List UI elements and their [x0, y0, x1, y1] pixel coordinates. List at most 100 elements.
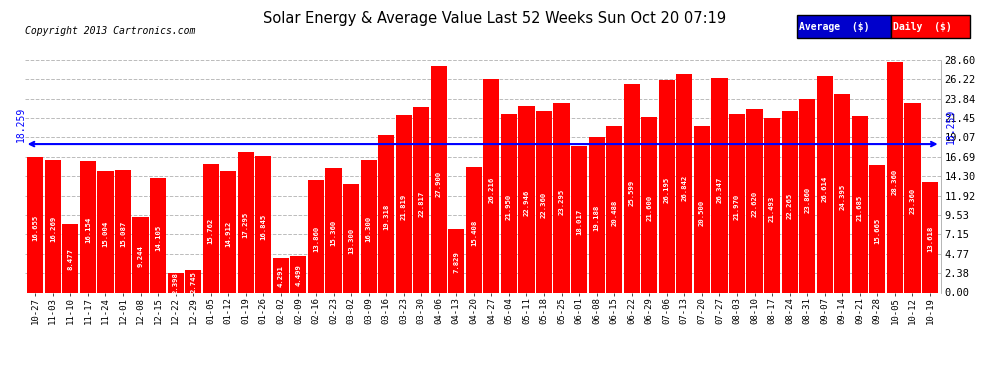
Text: 21.493: 21.493	[769, 195, 775, 222]
Bar	[203, 164, 219, 292]
Bar	[326, 168, 342, 292]
Bar	[729, 114, 745, 292]
Text: 14.912: 14.912	[226, 221, 232, 248]
Text: Solar Energy & Average Value Last 52 Weeks Sun Oct 20 07:19: Solar Energy & Average Value Last 52 Wee…	[263, 11, 727, 26]
Bar	[448, 229, 464, 292]
Bar	[851, 116, 868, 292]
Bar	[658, 80, 675, 292]
Bar	[255, 156, 271, 292]
Text: 26.195: 26.195	[664, 177, 670, 203]
Text: 20.500: 20.500	[699, 200, 705, 226]
Bar	[642, 117, 657, 292]
Bar	[606, 126, 623, 292]
Text: 16.154: 16.154	[85, 216, 91, 243]
Text: 19.188: 19.188	[594, 204, 600, 231]
Text: 7.829: 7.829	[453, 251, 459, 273]
Text: 4.499: 4.499	[295, 264, 301, 286]
Text: 15.087: 15.087	[120, 220, 126, 247]
Bar	[167, 273, 184, 292]
Text: 21.600: 21.600	[646, 195, 652, 221]
Text: 15.408: 15.408	[471, 219, 477, 246]
Text: 22.620: 22.620	[751, 191, 757, 217]
Text: 21.950: 21.950	[506, 194, 512, 220]
Text: 8.477: 8.477	[67, 249, 73, 270]
Bar	[360, 160, 376, 292]
Bar	[624, 84, 640, 292]
Text: 15.762: 15.762	[208, 218, 214, 244]
Bar	[835, 94, 850, 292]
Bar	[396, 115, 412, 292]
Bar	[483, 80, 500, 292]
Text: 24.395: 24.395	[840, 184, 845, 210]
Bar	[290, 256, 307, 292]
Text: 15.004: 15.004	[102, 221, 109, 247]
Bar	[238, 152, 253, 292]
Text: 18.017: 18.017	[576, 209, 582, 236]
Text: 13.300: 13.300	[348, 228, 354, 254]
Text: Copyright 2013 Cartronics.com: Copyright 2013 Cartronics.com	[25, 26, 195, 36]
Text: 27.900: 27.900	[436, 171, 442, 197]
Bar	[150, 178, 166, 292]
Text: 15.665: 15.665	[874, 218, 880, 244]
Bar	[571, 146, 587, 292]
Text: 28.360: 28.360	[892, 169, 898, 195]
Bar	[62, 224, 78, 292]
Bar	[589, 136, 605, 292]
Bar	[27, 157, 44, 292]
Bar	[746, 109, 762, 292]
Text: 16.300: 16.300	[365, 216, 371, 242]
Bar	[922, 182, 939, 292]
Text: 21.685: 21.685	[856, 195, 863, 221]
Text: 22.265: 22.265	[787, 192, 793, 219]
Bar	[676, 74, 692, 292]
Text: 20.488: 20.488	[611, 200, 617, 226]
Bar	[308, 180, 324, 292]
Text: 13.860: 13.860	[313, 225, 319, 252]
Bar	[904, 103, 921, 292]
Text: 15.360: 15.360	[331, 219, 337, 246]
Bar	[501, 114, 517, 292]
Bar	[185, 270, 201, 292]
Bar	[273, 258, 289, 292]
Bar	[431, 66, 446, 292]
Text: 23.360: 23.360	[910, 188, 916, 214]
Bar	[817, 76, 833, 292]
Text: 18.259: 18.259	[945, 109, 955, 144]
Bar	[764, 118, 780, 292]
Text: 16.845: 16.845	[260, 214, 266, 240]
Bar	[519, 106, 535, 292]
Bar	[553, 103, 569, 292]
Bar	[80, 161, 96, 292]
Text: 2.398: 2.398	[172, 272, 178, 294]
Bar	[869, 165, 885, 292]
Text: 21.970: 21.970	[734, 194, 740, 220]
Text: 21.819: 21.819	[401, 194, 407, 220]
Text: Daily  ($): Daily ($)	[893, 22, 951, 32]
Bar	[378, 135, 394, 292]
Bar	[133, 217, 148, 292]
Bar	[413, 107, 430, 292]
Bar	[799, 99, 815, 292]
Bar	[887, 62, 903, 292]
Text: 23.295: 23.295	[558, 189, 564, 215]
Text: 16.655: 16.655	[33, 214, 39, 241]
Bar	[343, 184, 359, 292]
Text: 22.817: 22.817	[418, 190, 425, 217]
Text: 9.244: 9.244	[138, 246, 144, 267]
Text: 26.347: 26.347	[717, 177, 723, 203]
Text: 2.745: 2.745	[190, 271, 196, 293]
Bar	[536, 111, 552, 292]
Text: 16.269: 16.269	[50, 216, 55, 242]
Text: 19.318: 19.318	[383, 204, 389, 230]
Bar	[220, 171, 237, 292]
Text: 26.216: 26.216	[488, 177, 494, 203]
Text: 26.614: 26.614	[822, 176, 828, 202]
Text: 22.360: 22.360	[541, 192, 547, 218]
Bar	[712, 78, 728, 292]
Text: 13.618: 13.618	[927, 226, 933, 252]
Bar	[97, 171, 114, 292]
Text: 26.842: 26.842	[681, 175, 687, 201]
Bar	[465, 167, 482, 292]
Bar	[45, 160, 61, 292]
Text: 23.860: 23.860	[804, 186, 810, 213]
